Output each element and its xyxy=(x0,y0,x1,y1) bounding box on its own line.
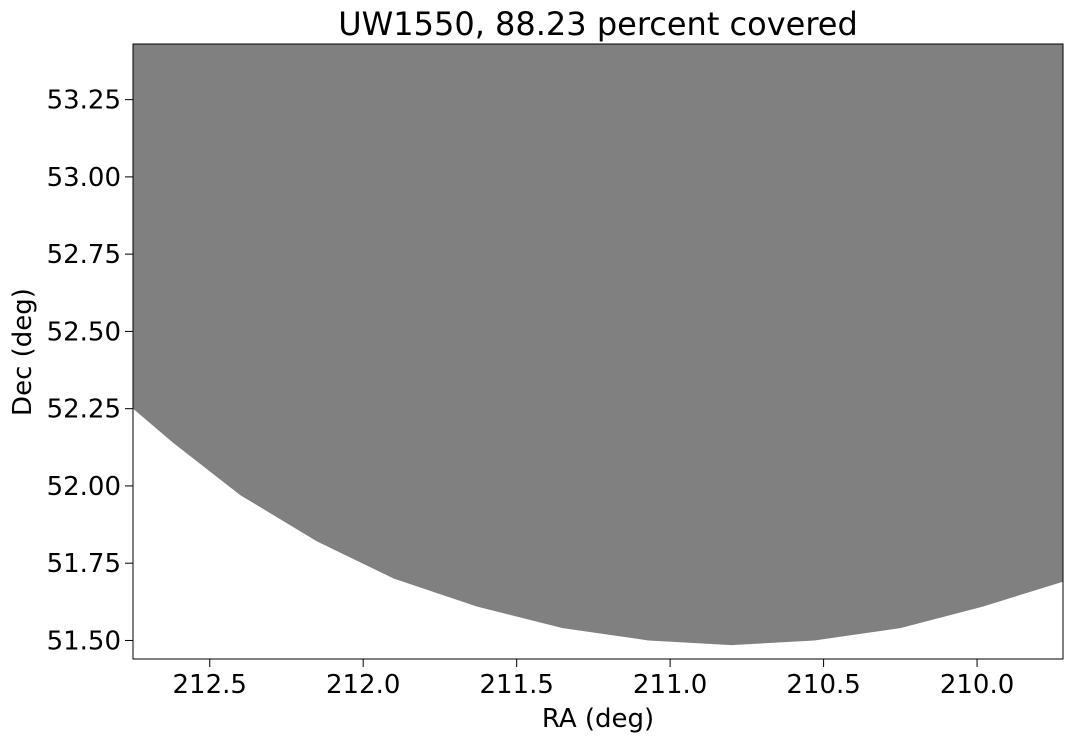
coverage-region xyxy=(133,44,1063,646)
x-tick-label: 210.5 xyxy=(786,670,860,700)
y-axis-label: Dec (deg) xyxy=(8,288,38,416)
coverage-layer xyxy=(133,44,1063,646)
y-tick-label: 52.00 xyxy=(47,472,121,502)
y-tick-label: 51.75 xyxy=(47,549,121,579)
x-tick-label: 211.0 xyxy=(633,670,707,700)
y-axis: 51.50 51.75 52.00 52.25 52.50 52.75 53.00 53.25 xyxy=(47,86,133,656)
y-tick-label: 52.50 xyxy=(47,317,121,347)
x-tick-label: 212.0 xyxy=(326,670,400,700)
y-tick-label: 52.75 xyxy=(47,240,121,270)
plot-frame xyxy=(132,43,1064,660)
chart-title: UW1550, 88.23 percent covered xyxy=(338,5,858,43)
x-tick-label: 212.5 xyxy=(173,670,247,700)
y-tick-label: 51.50 xyxy=(47,626,121,656)
x-tick-label: 211.5 xyxy=(479,670,553,700)
y-tick-label: 52.25 xyxy=(47,395,121,425)
x-tick-label: 210.0 xyxy=(940,670,1014,700)
y-tick-label: 53.25 xyxy=(47,86,121,116)
x-axis: 212.5 212.0 211.5 211.0 210.5 210.0 xyxy=(173,659,1014,700)
y-tick-label: 53.00 xyxy=(47,163,121,193)
x-axis-label: RA (deg) xyxy=(542,704,654,734)
